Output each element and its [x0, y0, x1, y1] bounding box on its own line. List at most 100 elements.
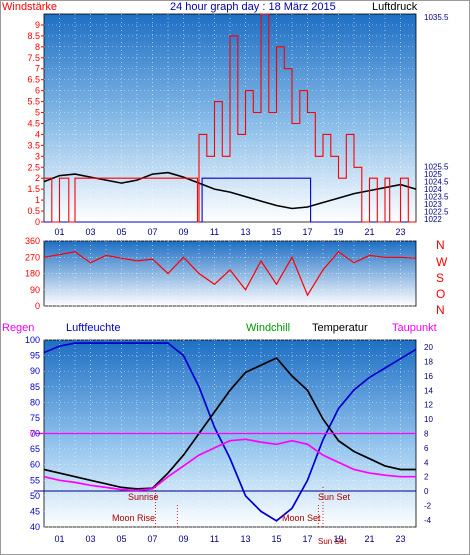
- ytick-right-3: -4: [424, 516, 432, 525]
- ytick-left-1: 5: [35, 108, 40, 118]
- ytick-dir: 180: [25, 269, 40, 279]
- xtick-1: 11: [210, 227, 219, 237]
- ytick-left-1: 0: [35, 217, 40, 227]
- taupunkt-label: Taupunkt: [392, 322, 437, 334]
- ytick-right-1: 1023.5: [424, 193, 449, 202]
- ytick-right-3: 12: [424, 401, 433, 410]
- xtick-1: 05: [116, 227, 126, 237]
- ytick-left-1: 3.5: [27, 140, 40, 150]
- ytick-right-3: 18: [424, 358, 433, 367]
- ytick-left-1: 6.5: [27, 75, 40, 85]
- xtick-3: 23: [395, 534, 405, 544]
- series-luftfeuchte: [43, 342, 417, 522]
- ytick-left-3: 80: [30, 397, 40, 407]
- xtick-3: 19: [333, 534, 343, 544]
- xtick-1: 09: [178, 227, 188, 237]
- ytick-left-1: 5.5: [27, 97, 40, 107]
- temperatur-label: Temperatur: [312, 322, 368, 334]
- ytick-left-3: 55: [30, 475, 40, 485]
- luftdruck-label: Luftdruck: [372, 1, 418, 13]
- xtick-3: 15: [271, 534, 281, 544]
- series-temperatur: [43, 356, 416, 490]
- windchill-label: Windchill: [246, 322, 291, 334]
- luftfeuchte-label: Luftfeuchte: [66, 322, 121, 334]
- ytick-left-3: 95: [30, 351, 40, 361]
- ytick-right-1: 1022.5: [424, 208, 449, 217]
- ytick-left-1: 2.5: [27, 162, 40, 172]
- xtick-1: 01: [54, 227, 64, 237]
- ytick-right-1: 1035.5: [424, 13, 449, 22]
- xtick-1: 15: [271, 227, 281, 237]
- ytick-right-3: 16: [424, 372, 433, 381]
- ytick-left-1: 1: [35, 195, 40, 205]
- ytick-dir: 360: [25, 236, 40, 246]
- ytick-left-3: 65: [30, 444, 40, 454]
- chart-title: 24 hour graph day : 18 März 2015: [170, 1, 336, 13]
- ytick-right-3: 2: [424, 473, 429, 482]
- ytick-left-1: 2: [35, 173, 40, 183]
- ytick-left-3: 60: [30, 460, 40, 470]
- moonset-annotation: Moon Set: [282, 513, 321, 523]
- ytick-left-1: 9: [35, 20, 40, 30]
- xtick-1: 19: [333, 227, 343, 237]
- regen-label: Regen: [2, 322, 35, 334]
- ytick-left-3: 90: [30, 366, 40, 376]
- xtick-1: 13: [240, 227, 250, 237]
- sunrise-annotation: Sunrise: [128, 492, 159, 502]
- series-windrichtung: [43, 250, 417, 297]
- ytick-left-3: 85: [30, 382, 40, 392]
- ytick-left-1: 7: [35, 64, 40, 74]
- ytick-left-1: 1.5: [27, 184, 40, 194]
- compass-s: S: [436, 271, 445, 285]
- series-taupunkt: [43, 438, 416, 492]
- ytick-left-3: 45: [30, 506, 40, 516]
- regen-zero-label: 0: [30, 429, 36, 440]
- ytick-right-1: 1024: [424, 185, 442, 194]
- ytick-right-3: -2: [424, 501, 432, 510]
- ytick-left-1: 4.5: [27, 118, 40, 128]
- xtick-3: 03: [85, 534, 95, 544]
- ytick-left-1: 4: [35, 129, 40, 139]
- xtick-1: 21: [364, 227, 374, 237]
- moonrise-annotation: Moon Rise: [112, 513, 156, 523]
- ytick-right-1: 1024.5: [424, 178, 449, 187]
- ytick-left-3: 75: [30, 413, 40, 423]
- xtick-3: 13: [240, 534, 250, 544]
- xtick-3: 21: [364, 534, 374, 544]
- xtick-3: 09: [178, 534, 188, 544]
- series-luftdruck: [43, 171, 417, 210]
- xtick-1: 17: [302, 227, 312, 237]
- ytick-left-1: 3: [35, 151, 40, 161]
- xtick-1: 03: [85, 227, 95, 237]
- ytick-left-3: 100: [25, 335, 40, 345]
- ytick-right-1: 1025: [424, 170, 442, 179]
- xtick-3: 17: [302, 534, 312, 544]
- ytick-right-3: 10: [424, 415, 433, 424]
- ytick-right-1: 1022: [424, 215, 442, 224]
- ytick-left-1: 8.5: [27, 31, 40, 41]
- ytick-left-3: 70: [30, 429, 40, 439]
- xtick-1: 23: [395, 227, 405, 237]
- ytick-right-1: 1023: [424, 200, 442, 209]
- ytick-dir: 90: [30, 285, 40, 295]
- compass-n2: N: [436, 303, 445, 317]
- ytick-right-1: 1025.5: [424, 163, 449, 172]
- ytick-right-3: 20: [424, 343, 433, 352]
- xtick-3: 07: [147, 534, 157, 544]
- ytick-dir: 270: [25, 252, 40, 262]
- series-böen: [44, 13, 416, 223]
- ytick-right-3: 6: [424, 444, 429, 453]
- ytick-left-1: 7.5: [27, 53, 40, 63]
- sunset-bottom-annotation: Sun Set: [318, 537, 347, 546]
- series-windgeschwindigkeit: [44, 177, 416, 223]
- ytick-right-3: 8: [424, 430, 429, 439]
- xtick-1: 07: [147, 227, 157, 237]
- ytick-left-1: 8: [35, 42, 40, 52]
- ytick-right-3: 0: [424, 487, 429, 496]
- compass-w: W: [436, 255, 448, 269]
- windstaerke-label: Windstärke: [2, 1, 58, 13]
- xtick-3: 01: [54, 534, 64, 544]
- ytick-left-3: 40: [30, 522, 40, 532]
- ytick-left-1: 6: [35, 86, 40, 96]
